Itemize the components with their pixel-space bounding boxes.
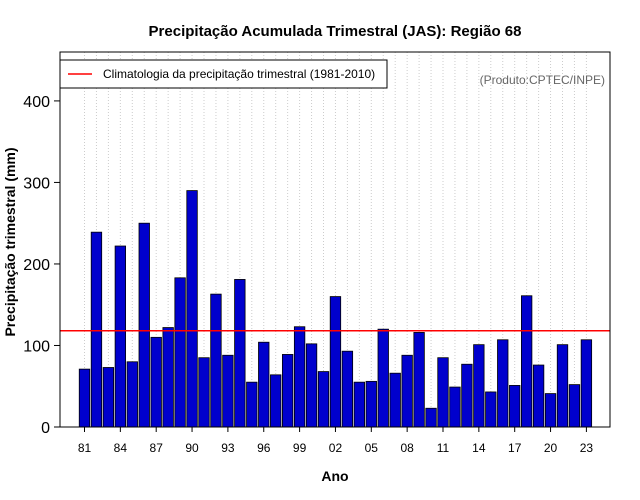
x-tick-label: 14 bbox=[472, 441, 486, 455]
bar-1986 bbox=[138, 222, 150, 428]
bar-2013 bbox=[461, 363, 473, 428]
bar-2007 bbox=[389, 372, 401, 428]
y-axis: 0 100 200 300 400 bbox=[23, 94, 60, 437]
bars bbox=[78, 190, 593, 428]
legend-label: Climatologia da precipitação trimestral … bbox=[103, 67, 375, 81]
bar-2020 bbox=[544, 393, 557, 428]
bar-2018 bbox=[521, 295, 533, 428]
y-tick-label: 200 bbox=[23, 257, 50, 274]
bar-2019 bbox=[532, 364, 545, 428]
y-tick-label: 400 bbox=[23, 94, 50, 111]
x-tick-label: 17 bbox=[508, 441, 522, 455]
bar-2001 bbox=[317, 371, 330, 428]
bar-1992 bbox=[210, 293, 222, 428]
bar-1997 bbox=[270, 374, 282, 428]
bar-2012 bbox=[449, 386, 461, 428]
x-tick-label: 02 bbox=[329, 441, 343, 455]
bar-1996 bbox=[258, 341, 270, 428]
x-tick-label: 20 bbox=[544, 441, 558, 455]
bar-1984 bbox=[114, 245, 126, 428]
bar-1989 bbox=[174, 277, 186, 428]
bar-2000 bbox=[305, 343, 318, 428]
bar-2023 bbox=[580, 339, 593, 428]
bar-2021 bbox=[556, 344, 569, 428]
bar-2006 bbox=[377, 328, 389, 428]
credit-text: (Produto:CPTEC/INPE) bbox=[480, 73, 605, 87]
bar-2005 bbox=[365, 380, 377, 428]
bar-1981 bbox=[78, 368, 91, 428]
bar-1985 bbox=[126, 361, 138, 428]
y-tick-label: 100 bbox=[23, 338, 50, 355]
bar-2017 bbox=[509, 385, 521, 428]
x-tick-label: 81 bbox=[78, 441, 92, 455]
x-tick-label: 99 bbox=[293, 441, 307, 455]
bar-2004 bbox=[353, 381, 366, 428]
bar-2003 bbox=[341, 350, 354, 428]
x-tick-label: 23 bbox=[580, 441, 594, 455]
bar-1988 bbox=[162, 327, 174, 428]
bar-1993 bbox=[222, 354, 234, 428]
bar-2015 bbox=[485, 391, 497, 428]
x-axis-label: Ano bbox=[321, 468, 348, 484]
x-tick-label: 90 bbox=[185, 441, 199, 455]
x-tick-label: 08 bbox=[400, 441, 414, 455]
chart-title: Precipitação Acumulada Trimestral (JAS):… bbox=[149, 23, 522, 40]
bar-2022 bbox=[568, 384, 581, 428]
bar-2002 bbox=[329, 296, 342, 428]
bar-1994 bbox=[234, 279, 246, 428]
bar-1987 bbox=[150, 336, 162, 428]
y-axis-label: Precipitação trimestral (mm) bbox=[2, 147, 18, 336]
bar-2016 bbox=[497, 339, 509, 428]
x-tick-label: 96 bbox=[257, 441, 271, 455]
bar-2009 bbox=[413, 332, 425, 428]
bar-1995 bbox=[246, 381, 258, 428]
y-tick-label: 300 bbox=[23, 175, 50, 192]
bar-1990 bbox=[186, 190, 198, 428]
bar-1982 bbox=[90, 231, 103, 428]
x-tick-label: 11 bbox=[437, 441, 450, 455]
bar-2010 bbox=[425, 407, 437, 428]
bar-2011 bbox=[437, 357, 449, 428]
bar-2014 bbox=[473, 344, 485, 428]
legend-box bbox=[59, 59, 388, 89]
bar-1991 bbox=[198, 357, 210, 428]
x-tick-label: 05 bbox=[365, 441, 379, 455]
y-tick-label: 0 bbox=[41, 420, 50, 437]
bar-2008 bbox=[401, 354, 413, 428]
bar-1998 bbox=[281, 354, 294, 428]
x-tick-label: 84 bbox=[114, 441, 128, 455]
bar-1999 bbox=[293, 326, 306, 428]
legend: Climatologia da precipitação trimestral … bbox=[59, 59, 388, 89]
bar-1983 bbox=[102, 367, 115, 428]
x-tick-label: 93 bbox=[221, 441, 235, 455]
x-axis: 81 84 87 90 93 96 99 02 05 08 11 14 17 20 23 bbox=[78, 427, 594, 455]
x-tick-label: 87 bbox=[150, 441, 164, 455]
